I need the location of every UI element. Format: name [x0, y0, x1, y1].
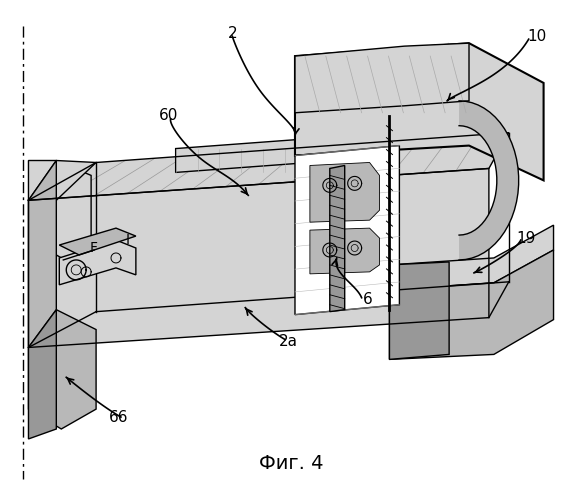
Polygon shape	[29, 132, 509, 200]
Text: I: I	[126, 233, 130, 247]
Polygon shape	[459, 101, 519, 260]
Polygon shape	[310, 162, 380, 222]
Polygon shape	[295, 43, 469, 113]
Text: Фиг. 4: Фиг. 4	[259, 454, 323, 473]
Polygon shape	[389, 262, 449, 360]
Polygon shape	[29, 310, 96, 429]
Text: 2a: 2a	[279, 334, 297, 349]
Polygon shape	[29, 168, 489, 348]
Polygon shape	[175, 138, 325, 175]
Polygon shape	[29, 160, 96, 200]
Polygon shape	[29, 310, 57, 439]
Text: 19: 19	[516, 230, 535, 246]
Polygon shape	[330, 166, 345, 312]
Text: 10: 10	[527, 28, 546, 44]
Polygon shape	[29, 282, 509, 348]
Polygon shape	[389, 250, 553, 360]
Text: 60: 60	[159, 108, 178, 123]
Polygon shape	[29, 160, 57, 348]
Polygon shape	[29, 160, 91, 275]
Polygon shape	[389, 225, 553, 290]
Text: 66: 66	[109, 410, 129, 424]
Polygon shape	[310, 228, 380, 274]
Polygon shape	[295, 43, 543, 180]
Text: F: F	[90, 241, 98, 255]
Polygon shape	[295, 146, 399, 314]
Polygon shape	[59, 240, 136, 285]
Text: 2: 2	[227, 26, 237, 40]
Polygon shape	[59, 228, 136, 255]
Text: 6: 6	[363, 292, 373, 307]
